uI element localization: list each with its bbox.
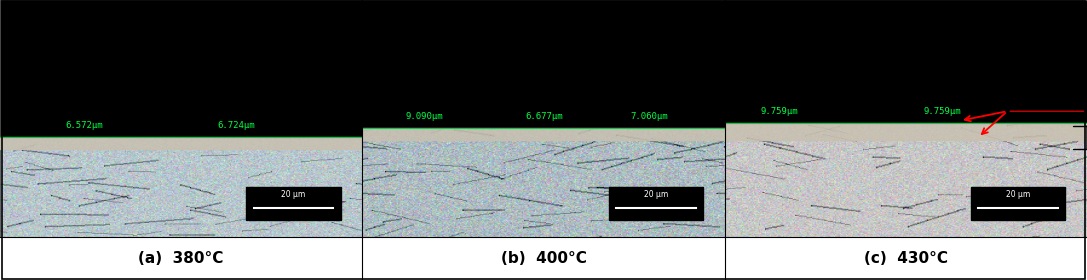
- Bar: [609, 187, 703, 220]
- Text: 9.759μm: 9.759μm: [924, 107, 962, 116]
- Bar: [362, 0, 725, 128]
- Bar: [725, 0, 1087, 123]
- Text: 6.677μm: 6.677μm: [525, 112, 563, 121]
- Bar: [0, 0, 362, 137]
- Text: 20 μm: 20 μm: [1007, 190, 1030, 199]
- Text: 9.759μm: 9.759μm: [761, 107, 799, 116]
- Bar: [971, 187, 1065, 220]
- Bar: [247, 187, 340, 220]
- Text: (a)  380°C: (a) 380°C: [138, 251, 224, 266]
- Bar: [725, 123, 1087, 140]
- Text: 7.060μm: 7.060μm: [630, 112, 669, 121]
- Bar: [362, 128, 725, 140]
- Text: 20 μm: 20 μm: [644, 190, 667, 199]
- Text: 20 μm: 20 μm: [282, 190, 305, 199]
- Text: (c)  430°C: (c) 430°C: [864, 251, 948, 266]
- Text: 6.724μm: 6.724μm: [217, 121, 255, 130]
- Text: (b)  400°C: (b) 400°C: [500, 251, 587, 266]
- Bar: [0, 137, 362, 149]
- Text: 9.090μm: 9.090μm: [405, 112, 443, 121]
- Text: 6.572μm: 6.572μm: [65, 121, 103, 130]
